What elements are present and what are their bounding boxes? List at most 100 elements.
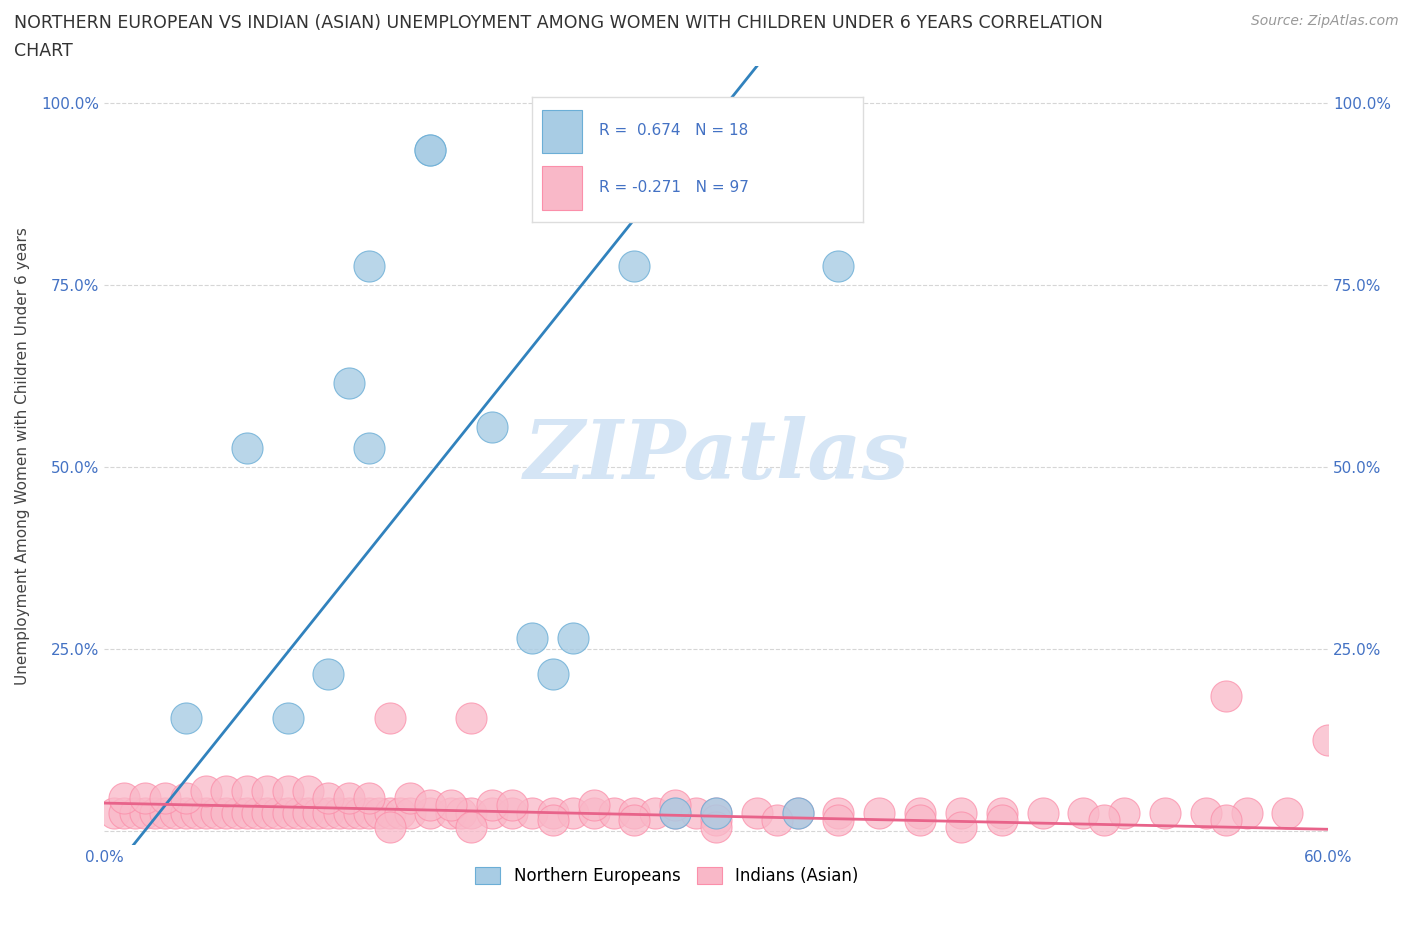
Point [1195, 805, 1218, 820]
Point [174, 805, 197, 820]
Text: Source: ZipAtlas.com: Source: ZipAtlas.com [1251, 14, 1399, 28]
Point [481, 805, 503, 820]
Point [501, 798, 523, 813]
Point [1114, 805, 1136, 820]
Point [1071, 805, 1094, 820]
Point [562, 805, 585, 820]
Point [419, 142, 441, 157]
Point [990, 805, 1012, 820]
Point [664, 805, 686, 820]
Point [184, 805, 207, 820]
Point [582, 805, 605, 820]
Point [378, 819, 401, 834]
Point [644, 805, 666, 820]
Point [1154, 805, 1177, 820]
Point [460, 711, 482, 725]
Point [318, 667, 340, 682]
Point [236, 805, 259, 820]
Point [174, 711, 197, 725]
Y-axis label: Unemployment Among Women with Children Under 6 years: Unemployment Among Women with Children U… [15, 227, 30, 684]
Point [337, 790, 360, 805]
Point [337, 805, 360, 820]
Point [399, 805, 422, 820]
Point [460, 805, 482, 820]
Point [266, 805, 288, 820]
Point [378, 711, 401, 725]
Point [827, 259, 849, 273]
Point [205, 805, 228, 820]
Point [277, 711, 299, 725]
Point [112, 805, 135, 820]
Point [419, 805, 441, 820]
Text: NORTHERN EUROPEAN VS INDIAN (ASIAN) UNEMPLOYMENT AMONG WOMEN WITH CHILDREN UNDER: NORTHERN EUROPEAN VS INDIAN (ASIAN) UNEM… [14, 14, 1102, 32]
Point [1215, 813, 1237, 828]
Point [664, 798, 686, 813]
Point [174, 790, 197, 805]
Point [347, 805, 370, 820]
Point [359, 259, 381, 273]
Point [368, 805, 391, 820]
Point [685, 805, 707, 820]
Point [623, 259, 645, 273]
Point [949, 819, 972, 834]
Point [481, 798, 503, 813]
Point [704, 813, 727, 828]
Point [277, 783, 299, 798]
Point [460, 819, 482, 834]
Point [307, 805, 329, 820]
Point [337, 376, 360, 391]
Point [786, 805, 808, 820]
Point [582, 798, 605, 813]
Point [134, 805, 156, 820]
Point [623, 805, 645, 820]
Text: CHART: CHART [14, 42, 73, 60]
Point [399, 790, 422, 805]
Point [450, 805, 472, 820]
Point [153, 805, 176, 820]
Point [1031, 805, 1053, 820]
Point [297, 783, 319, 798]
Point [134, 790, 156, 805]
Point [827, 813, 849, 828]
Point [256, 805, 278, 820]
Point [359, 441, 381, 456]
Point [766, 813, 789, 828]
Point [704, 819, 727, 834]
Point [786, 805, 808, 820]
Point [215, 783, 238, 798]
Point [328, 805, 350, 820]
Point [868, 805, 890, 820]
Point [522, 805, 544, 820]
Point [1317, 732, 1340, 747]
Point [124, 805, 146, 820]
Point [704, 805, 727, 820]
Point [1277, 805, 1299, 820]
Point [103, 805, 125, 820]
Point [277, 805, 299, 820]
Point [1092, 813, 1115, 828]
Point [153, 790, 176, 805]
Point [541, 813, 564, 828]
Point [949, 805, 972, 820]
Point [318, 805, 340, 820]
Point [165, 805, 187, 820]
Point [623, 813, 645, 828]
Point [359, 790, 381, 805]
Point [827, 805, 849, 820]
Point [287, 805, 309, 820]
Point [297, 805, 319, 820]
Point [704, 805, 727, 820]
Point [419, 142, 441, 157]
Point [236, 441, 259, 456]
Point [195, 783, 218, 798]
Point [908, 805, 931, 820]
Point [318, 790, 340, 805]
Point [256, 783, 278, 798]
Text: ZIPatlas: ZIPatlas [523, 416, 908, 496]
Point [541, 667, 564, 682]
Legend: Northern Europeans, Indians (Asian): Northern Europeans, Indians (Asian) [468, 860, 866, 892]
Point [112, 790, 135, 805]
Point [440, 805, 463, 820]
Point [225, 805, 247, 820]
Point [359, 805, 381, 820]
